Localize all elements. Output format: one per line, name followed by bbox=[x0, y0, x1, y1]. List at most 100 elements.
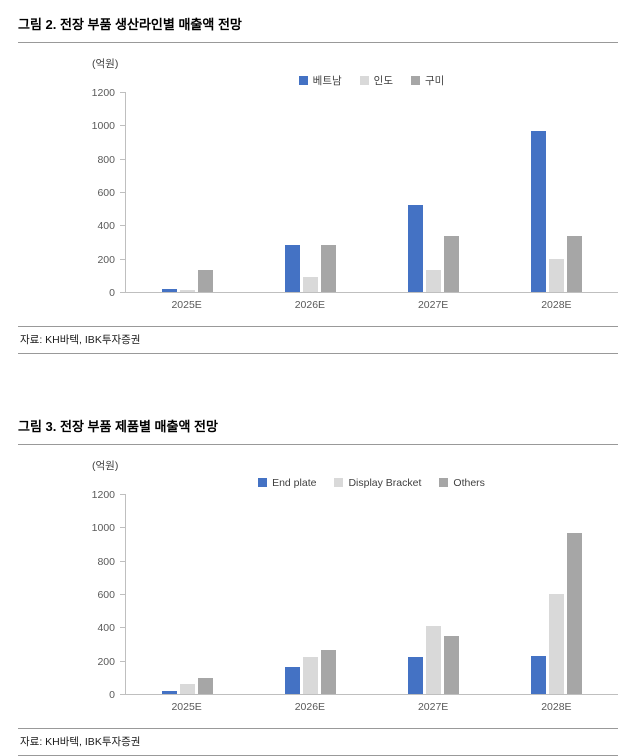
bar-Others-2025E bbox=[198, 678, 213, 694]
chart-legend: 베트남 인도 구미 bbox=[125, 73, 618, 88]
bar-베트남-2027E bbox=[408, 205, 423, 292]
bar-구미-2025E bbox=[198, 270, 213, 292]
legend-swatch bbox=[334, 478, 344, 487]
x-axis-label: 2026E bbox=[294, 299, 326, 311]
bar-Others-2027E bbox=[444, 635, 459, 694]
y-axis-tick-mark bbox=[120, 627, 125, 629]
legend-item: 베트남 bbox=[298, 73, 342, 88]
y-axis-tick-label: 1000 bbox=[91, 522, 115, 535]
x-axis: 2025E 2026E 2027E 2028E bbox=[125, 701, 618, 713]
legend-label: 구미 bbox=[424, 75, 445, 87]
bar-베트남-2025E bbox=[162, 288, 177, 292]
y-axis-tick-label: 0 bbox=[109, 287, 115, 299]
bar-group-2028E bbox=[531, 533, 582, 694]
bar-인도-2027E bbox=[426, 270, 441, 292]
chart-legend: End plate Display Bracket Others bbox=[125, 475, 618, 490]
x-axis-label: 2028E bbox=[541, 701, 572, 713]
y-axis-tick-label: 0 bbox=[109, 689, 115, 701]
legend-swatch bbox=[359, 76, 369, 85]
y-axis-tick-label: 1000 bbox=[91, 120, 115, 133]
legend-item: Others bbox=[439, 477, 485, 489]
bar-Display Bracket-2027E bbox=[426, 625, 441, 694]
y-axis-tick-label: 800 bbox=[97, 153, 115, 166]
legend-item: End plate bbox=[258, 477, 316, 489]
x-axis-label: 2026E bbox=[294, 701, 326, 713]
y-axis-tick-label: 1200 bbox=[91, 87, 115, 99]
y-axis-tick-label: 200 bbox=[97, 253, 115, 266]
bar-group-2026E bbox=[285, 244, 336, 292]
legend-label: Display Bracket bbox=[348, 476, 422, 489]
bar-End plate-2028E bbox=[531, 655, 546, 694]
figure-title: 그림 2. 전장 부품 생산라인별 매출액 전망 bbox=[18, 6, 618, 43]
y-axis-tick-mark bbox=[120, 660, 125, 662]
bar-구미-2028E bbox=[567, 236, 582, 292]
legend-swatch bbox=[298, 76, 308, 85]
bar-Display Bracket-2025E bbox=[180, 684, 195, 694]
bar-Others-2026E bbox=[321, 649, 336, 694]
bar-인도-2025E bbox=[180, 290, 195, 292]
y-axis-tick-mark bbox=[120, 192, 125, 193]
y-axis-tick-mark bbox=[120, 158, 125, 160]
y-axis-tick-mark bbox=[120, 92, 125, 93]
y-axis-tick-label: 600 bbox=[97, 187, 115, 199]
y-axis-tick-mark bbox=[120, 225, 125, 227]
bar-End plate-2027E bbox=[408, 656, 423, 694]
bar-Display Bracket-2028E bbox=[549, 594, 564, 694]
figure-production-line: 그림 2. 전장 부품 생산라인별 매출액 전망 (억원) 베트남 인도 구미 0 2… bbox=[18, 6, 618, 354]
bar-Others-2028E bbox=[567, 533, 582, 694]
bar-구미-2026E bbox=[321, 244, 336, 292]
legend-label: Others bbox=[453, 476, 485, 489]
plot-area bbox=[125, 92, 618, 293]
y-axis-tick-mark bbox=[120, 527, 125, 529]
y-axis-unit-label: (억원) bbox=[92, 58, 119, 70]
y-axis: 0 200 400 600 800 1000 1200 bbox=[80, 87, 125, 299]
x-axis-label: 2025E bbox=[171, 701, 202, 713]
y-axis-tick-mark bbox=[120, 125, 125, 127]
bar-인도-2026E bbox=[303, 277, 318, 292]
bar-chart-production-line: (억원) 베트남 인도 구미 0 200 400 600 800 1000 1200 2025E… bbox=[80, 43, 618, 311]
y-axis-tick-mark bbox=[120, 292, 125, 293]
bar-인도-2028E bbox=[549, 258, 564, 292]
bar-End plate-2026E bbox=[285, 666, 300, 694]
bar-구미-2027E bbox=[444, 236, 459, 292]
bar-베트남-2026E bbox=[285, 245, 300, 292]
x-axis-label: 2027E bbox=[417, 299, 449, 311]
y-axis-tick-label: 1200 bbox=[91, 489, 115, 501]
y-axis-tick-mark bbox=[120, 494, 125, 495]
bar-group-2025E bbox=[162, 270, 213, 292]
x-axis-label: 2027E bbox=[417, 701, 449, 713]
legend-item: Display Bracket bbox=[334, 477, 421, 489]
bar-Display Bracket-2026E bbox=[303, 657, 318, 694]
bar-chart-product-type: (억원) End plate Display Bracket Others 0 200… bbox=[80, 445, 618, 713]
bar-group-2026E bbox=[285, 649, 336, 694]
x-axis: 2025E 2026E 2027E 2028E bbox=[125, 299, 618, 311]
y-axis-tick-label: 400 bbox=[97, 622, 115, 635]
y-axis-tick-label: 800 bbox=[97, 555, 115, 568]
bar-group-2028E bbox=[531, 131, 582, 292]
figure-title: 그림 3. 전장 부품 제품별 매출액 전망 bbox=[18, 408, 618, 445]
y-axis-tick-mark bbox=[120, 560, 125, 562]
plot-area bbox=[125, 494, 618, 695]
y-axis-tick-label: 200 bbox=[97, 655, 115, 668]
bar-End plate-2025E bbox=[162, 690, 177, 694]
y-axis: 0 200 400 600 800 1000 1200 bbox=[80, 489, 125, 701]
y-axis-tick-mark bbox=[120, 694, 125, 695]
legend-swatch bbox=[439, 478, 449, 487]
plot-row: 0 200 400 600 800 1000 1200 bbox=[80, 489, 618, 701]
y-axis-unit-label: (억원) bbox=[92, 460, 119, 472]
y-axis-tick-label: 600 bbox=[97, 589, 115, 601]
bar-베트남-2028E bbox=[531, 131, 546, 292]
legend-label: 베트남 bbox=[312, 75, 342, 87]
bar-group-2025E bbox=[162, 678, 213, 694]
figure-product-type: 그림 3. 전장 부품 제품별 매출액 전망 (억원) End plate Dis… bbox=[18, 408, 618, 756]
source-note: 자료: KH바텍, IBK투자증권 bbox=[18, 326, 618, 354]
source-note: 자료: KH바텍, IBK투자증권 bbox=[18, 728, 618, 756]
y-axis-tick-label: 400 bbox=[97, 220, 115, 233]
legend-item: 구미 bbox=[410, 73, 445, 88]
legend-item: 인도 bbox=[359, 73, 393, 88]
bar-group-2027E bbox=[408, 625, 459, 694]
x-axis-label: 2028E bbox=[541, 299, 572, 311]
legend-label: End plate bbox=[272, 476, 317, 489]
y-axis-tick-mark bbox=[120, 594, 125, 595]
legend-swatch bbox=[258, 478, 268, 487]
